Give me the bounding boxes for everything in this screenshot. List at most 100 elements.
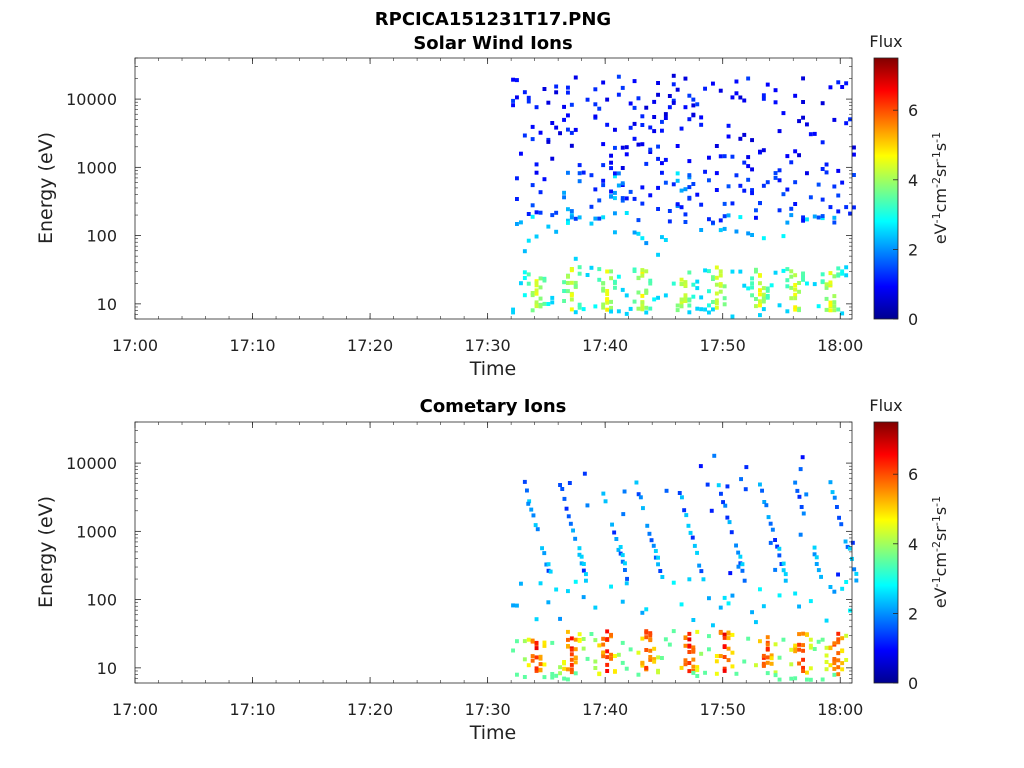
heatmap-cell [773, 270, 778, 275]
heatmap-cell [765, 82, 770, 87]
heatmap-cell [534, 280, 539, 285]
heatmap-cell [660, 575, 665, 579]
heatmap-cell [832, 304, 837, 309]
heatmap-cell [628, 125, 633, 130]
y-axis-label: Energy (eV) [35, 132, 57, 244]
heatmap-cell [754, 297, 758, 301]
heatmap-cell [519, 581, 523, 586]
heatmap-cell [814, 555, 819, 560]
heatmap-cell [828, 480, 833, 485]
heatmap-cell [820, 677, 825, 682]
heatmap-cell [530, 308, 535, 313]
heatmap-cell [832, 641, 837, 646]
heatmap-cell [566, 274, 570, 279]
heatmap-cell [632, 136, 637, 141]
heatmap-cell [718, 654, 723, 658]
heatmap-cell [679, 665, 684, 670]
heatmap-cell [573, 671, 578, 676]
heatmap-cell [797, 632, 801, 637]
heatmap-cell [699, 651, 704, 656]
heatmap-cell [515, 672, 519, 677]
heatmap-cell [837, 515, 841, 520]
x-tick-label: 18:00 [817, 336, 863, 355]
heatmap-cell [758, 482, 762, 487]
heatmap-cell [550, 672, 555, 676]
heatmap-cell [511, 103, 515, 108]
heatmap-cell [722, 296, 727, 301]
heatmap-cell [785, 220, 790, 225]
heatmap-cell [511, 307, 515, 312]
heatmap-cell [765, 295, 770, 300]
heatmap-cell [632, 230, 637, 235]
heatmap-cell [718, 269, 723, 274]
heatmap-cell [573, 660, 578, 665]
heatmap-cell [719, 491, 723, 496]
heatmap-cell [852, 567, 857, 572]
heatmap-cell [660, 119, 664, 124]
heatmap-cell [707, 634, 711, 639]
heatmap-cell [644, 269, 649, 274]
heatmap-cell [835, 505, 839, 509]
heatmap-cell [832, 294, 837, 299]
heatmap-cell [836, 168, 841, 173]
heatmap-cell [526, 95, 531, 100]
heatmap-cell [522, 270, 527, 275]
heatmap-cell [667, 642, 672, 647]
heatmap-cell [644, 305, 649, 310]
heatmap-cell [730, 154, 735, 159]
heatmap-cell [660, 161, 664, 166]
heatmap-cell [832, 117, 837, 122]
x-tick-label: 17:20 [347, 700, 393, 719]
heatmap-cell [527, 499, 532, 504]
heatmap-cell [609, 194, 613, 199]
heatmap-cell [836, 266, 841, 271]
heatmap-cell [656, 555, 660, 560]
heatmap-cell [836, 273, 841, 278]
heatmap-cell [581, 646, 586, 651]
colorbar-tick-label: 4 [908, 171, 918, 190]
heatmap-cell [573, 637, 578, 642]
heatmap-cell [566, 589, 570, 594]
heatmap-cell [832, 220, 837, 225]
heatmap-cell [675, 144, 680, 148]
heatmap-cell [667, 94, 672, 98]
heatmap-cell [569, 213, 574, 218]
heatmap-cell [722, 154, 727, 159]
heatmap-cell [601, 305, 606, 310]
heatmap-cell [644, 290, 649, 295]
heatmap-cell [777, 655, 782, 660]
heatmap-cell [754, 215, 758, 220]
heatmap-cell [613, 171, 617, 176]
colorbar-tick-label: 6 [908, 101, 918, 120]
heatmap-cell [593, 216, 598, 221]
heatmap-cell [648, 306, 653, 311]
heatmap-cell [589, 204, 594, 209]
x-tick-label: 17:40 [582, 700, 628, 719]
heatmap-cell [648, 657, 653, 662]
heatmap-cell [726, 636, 731, 641]
heatmap-cell [546, 100, 551, 105]
heatmap-cell [836, 193, 841, 198]
heatmap-cell [562, 280, 566, 285]
heatmap-cell [687, 175, 692, 180]
heatmap-cell [722, 666, 727, 671]
heatmap-cell [648, 193, 653, 198]
heatmap-cell [793, 591, 798, 596]
heatmap-cell [711, 300, 715, 304]
heatmap-cell [746, 177, 751, 182]
heatmap-cell [522, 675, 527, 679]
heatmap-cell [609, 652, 613, 657]
heatmap-cell [758, 281, 762, 286]
y-tick-label: 10000 [66, 90, 117, 109]
heatmap-cell [844, 81, 849, 86]
heatmap-cell [711, 307, 715, 312]
heatmap-cell [628, 101, 633, 106]
heatmap-cell [836, 658, 841, 663]
heatmap-cell [632, 105, 637, 110]
heatmap-cell [726, 213, 731, 218]
heatmap-cell [675, 303, 680, 308]
heatmap-cell [636, 275, 641, 280]
heatmap-cell [761, 93, 766, 98]
heatmap-cell [546, 562, 551, 567]
heatmap-cell [848, 211, 852, 216]
